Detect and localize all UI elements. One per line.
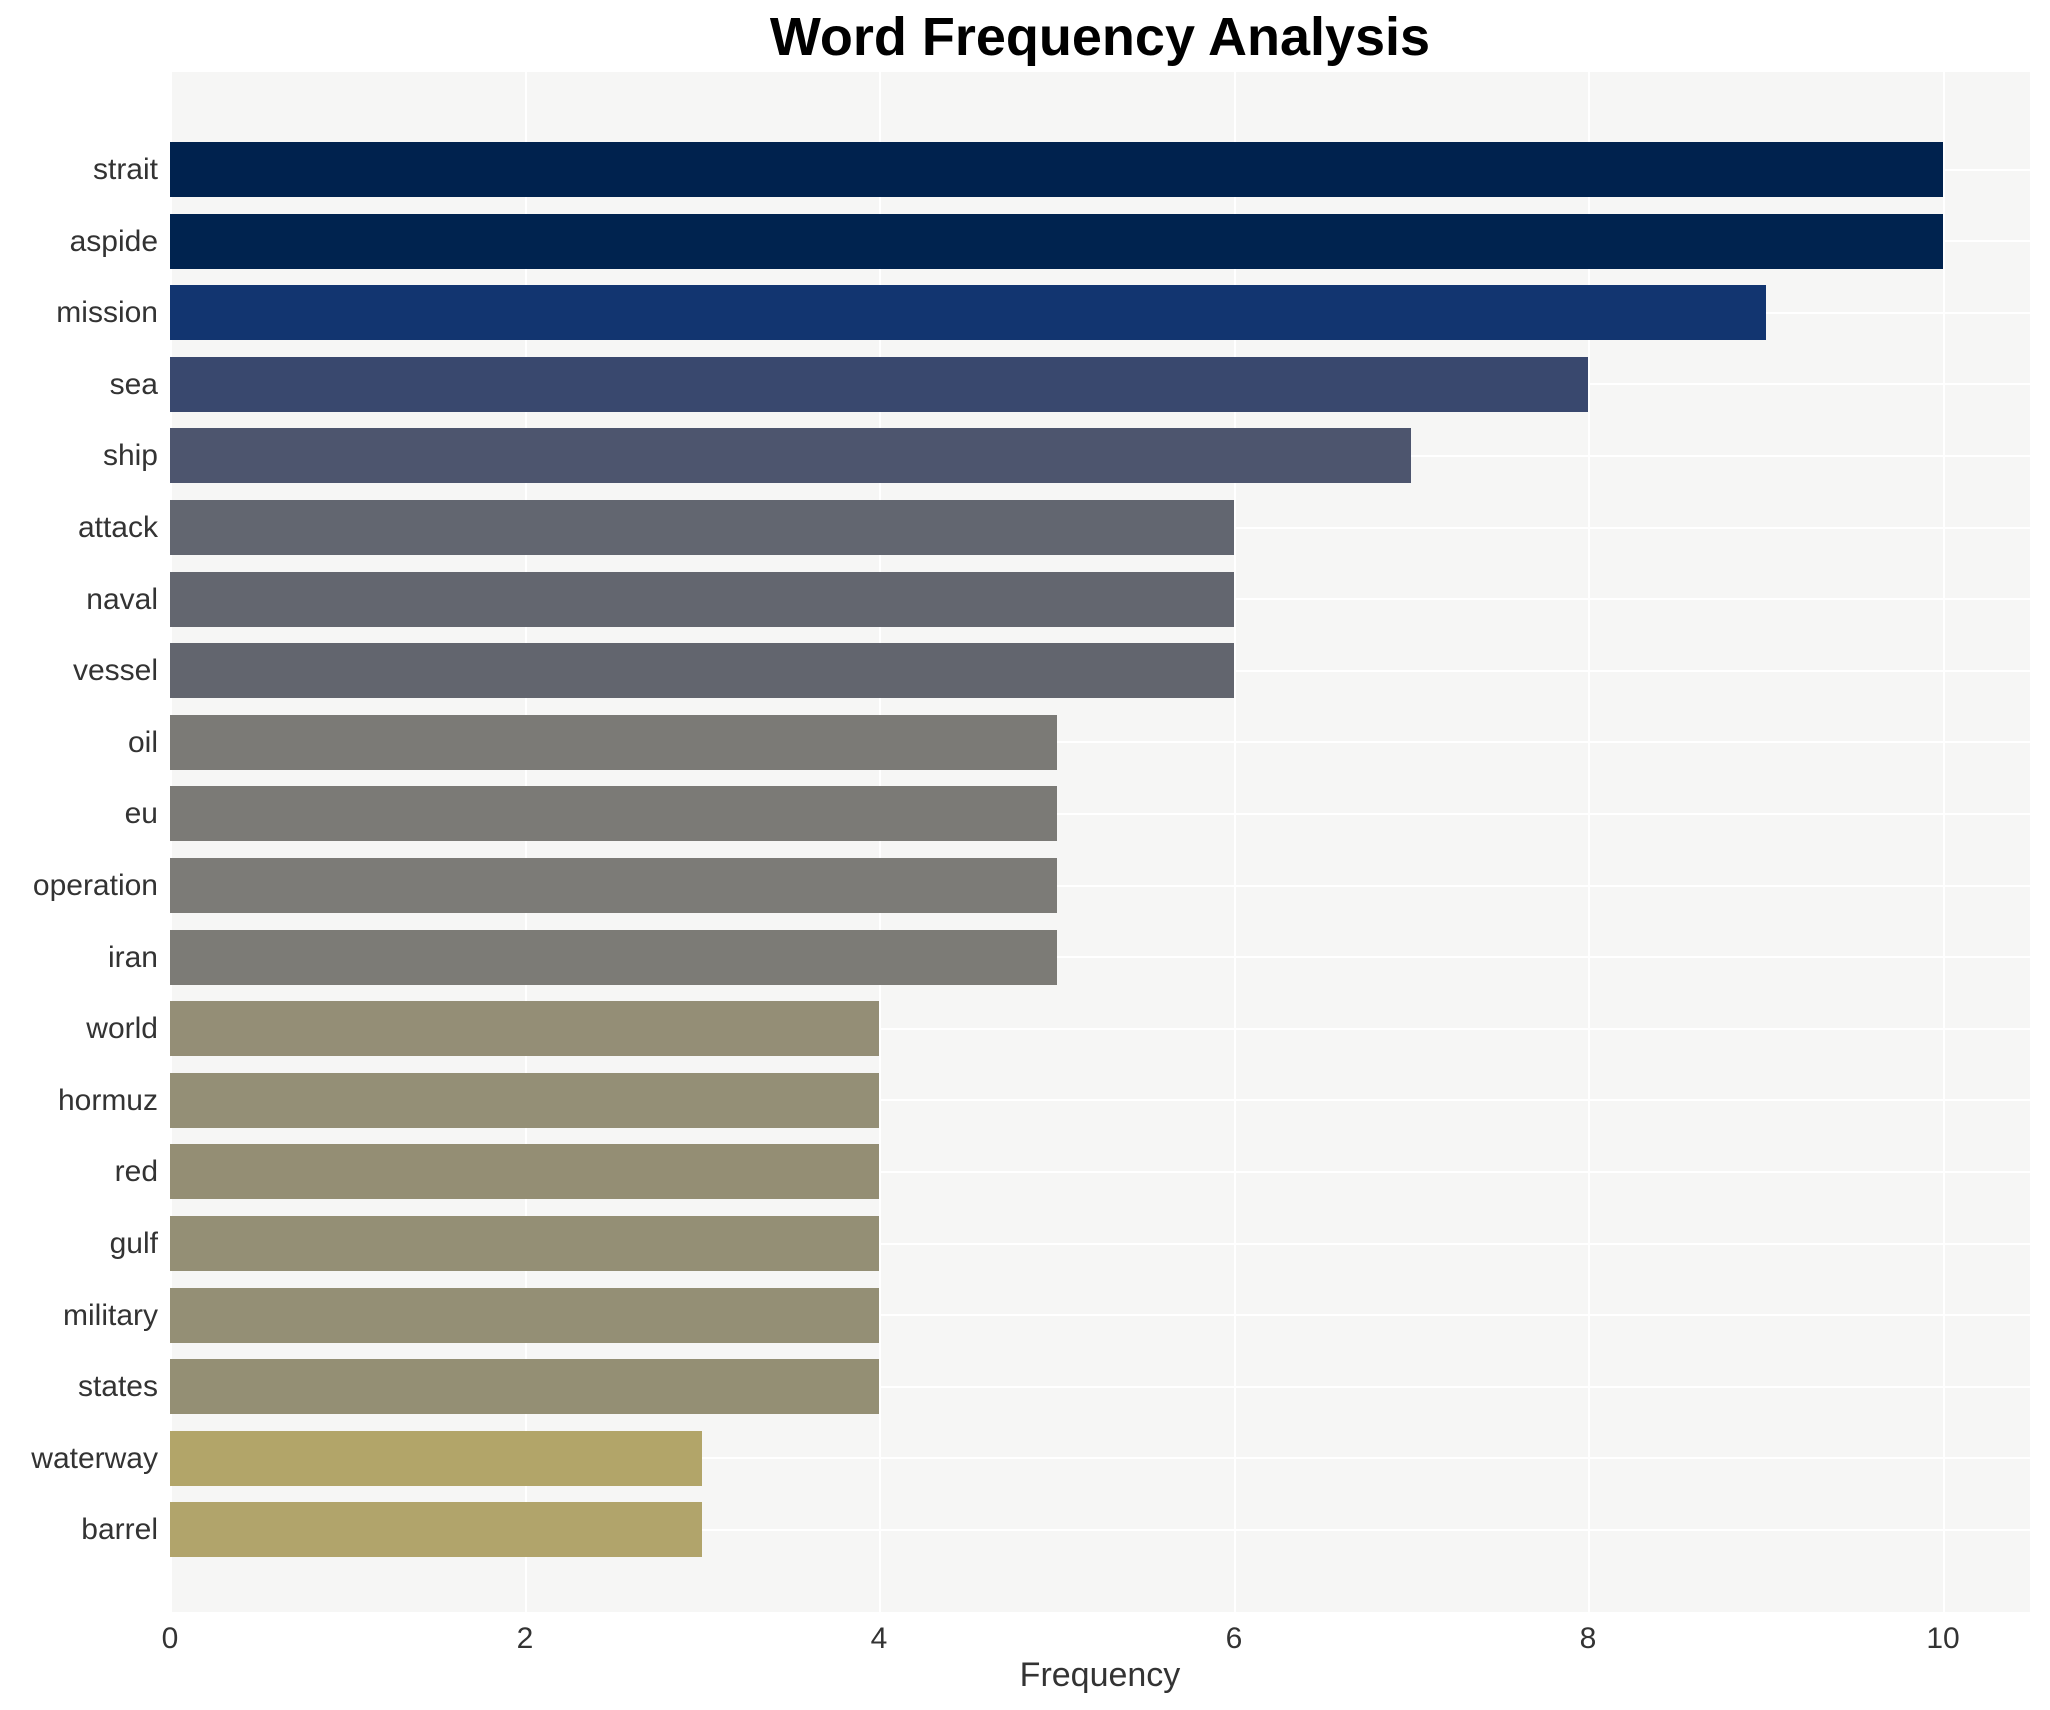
bar-eu: [170, 786, 1057, 841]
gridline-vertical-0: [170, 72, 172, 1612]
chart-title: Word Frequency Analysis: [769, 7, 1431, 67]
gridline-vertical-6: [1234, 72, 1236, 1612]
bar-red: [170, 1144, 879, 1199]
bar-gulf: [170, 1216, 879, 1271]
x-tick-label-6: 6: [1225, 1622, 1243, 1655]
y-tick-label-world: world: [86, 1012, 158, 1045]
bar-barrel: [170, 1502, 702, 1557]
y-tick-label-vessel: vessel: [72, 654, 158, 687]
y-tick-label-attack: attack: [77, 511, 158, 544]
bar-oil: [170, 715, 1057, 770]
y-tick-label-iran: iran: [107, 941, 158, 974]
y-tick-label-eu: eu: [124, 797, 158, 830]
plot-area: [170, 72, 2030, 1612]
bar-ship: [170, 428, 1411, 483]
gridline-horizontal: [170, 1243, 2030, 1245]
bar-hormuz: [170, 1073, 879, 1128]
gridline-vertical-2: [525, 72, 527, 1612]
gridline-horizontal: [170, 1028, 2030, 1030]
y-tick-label-oil: oil: [127, 726, 158, 759]
y-tick-label-barrel: barrel: [81, 1513, 158, 1546]
y-tick-label-gulf: gulf: [109, 1227, 158, 1260]
y-tick-label-strait: strait: [92, 153, 158, 186]
x-tick-label-8: 8: [1579, 1622, 1597, 1655]
y-tick-label-mission: mission: [56, 296, 158, 329]
gridline-horizontal: [170, 956, 2030, 958]
bar-military: [170, 1288, 879, 1343]
gridline-horizontal: [170, 1171, 2030, 1173]
gridline-horizontal: [170, 741, 2030, 743]
y-tick-label-states: states: [77, 1370, 158, 1403]
gridline-horizontal: [170, 1099, 2030, 1101]
x-tick-label-2: 2: [516, 1622, 534, 1655]
bar-states: [170, 1359, 879, 1414]
bar-mission: [170, 285, 1766, 340]
y-tick-label-aspide: aspide: [69, 225, 158, 258]
bar-world: [170, 1001, 879, 1056]
bar-sea: [170, 357, 1588, 412]
gridline-horizontal: [170, 1386, 2030, 1388]
gridline-horizontal: [170, 1457, 2030, 1459]
gridline-vertical-10: [1943, 72, 1945, 1612]
y-tick-label-sea: sea: [109, 368, 158, 401]
y-tick-label-red: red: [114, 1155, 158, 1188]
bar-naval: [170, 572, 1234, 627]
bar-attack: [170, 500, 1234, 555]
y-tick-label-operation: operation: [32, 869, 158, 902]
x-tick-label-0: 0: [161, 1622, 179, 1655]
y-tick-label-military: military: [63, 1299, 158, 1332]
gridline-horizontal: [170, 885, 2030, 887]
bar-vessel: [170, 643, 1234, 698]
y-tick-label-hormuz: hormuz: [57, 1084, 158, 1117]
gridline-horizontal: [170, 813, 2030, 815]
bar-waterway: [170, 1431, 702, 1486]
bar-aspide: [170, 214, 1943, 269]
y-tick-label-waterway: waterway: [31, 1442, 158, 1475]
gridline-vertical-8: [1588, 72, 1590, 1612]
gridline-vertical-4: [879, 72, 881, 1612]
gridline-horizontal: [170, 1314, 2030, 1316]
y-tick-label-ship: ship: [102, 439, 158, 472]
y-tick-label-naval: naval: [86, 583, 158, 616]
x-tick-label-10: 10: [1926, 1622, 1960, 1655]
bar-iran: [170, 930, 1057, 985]
x-axis-label: Frequency: [1019, 1656, 1181, 1694]
x-tick-label-4: 4: [870, 1622, 888, 1655]
bar-operation: [170, 858, 1057, 913]
gridline-horizontal: [170, 1529, 2030, 1531]
bar-strait: [170, 142, 1943, 197]
